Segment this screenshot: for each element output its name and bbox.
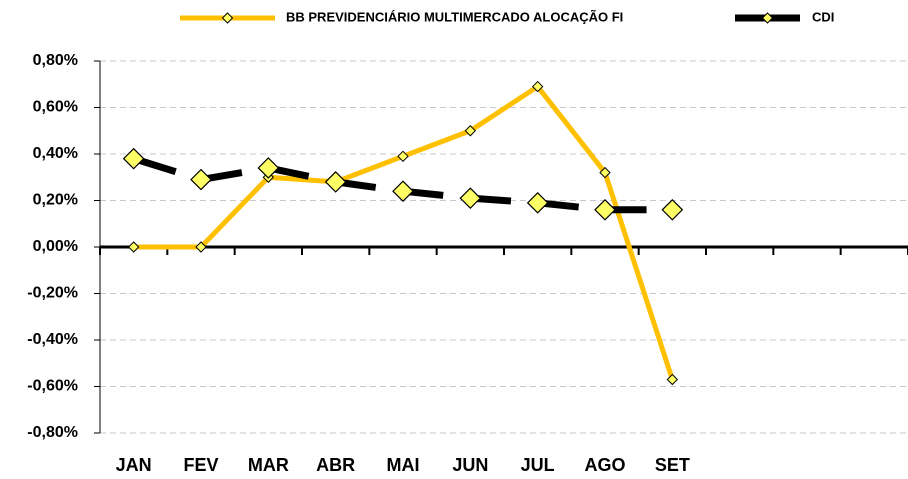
x-tick-label: AGO bbox=[584, 455, 625, 475]
marker bbox=[324, 171, 347, 193]
marker bbox=[661, 198, 684, 221]
marker bbox=[397, 150, 409, 163]
marker bbox=[666, 373, 679, 386]
y-tick-label: -0,60% bbox=[27, 378, 78, 395]
legend-label: CDI bbox=[812, 9, 834, 24]
marker bbox=[526, 191, 549, 214]
x-tick-label: JUN bbox=[452, 455, 488, 475]
legend-marker bbox=[761, 12, 774, 24]
y-tick-label: 0,80% bbox=[33, 52, 78, 69]
y-tick-label: -0,40% bbox=[27, 331, 78, 348]
x-tick-label: FEV bbox=[183, 455, 218, 475]
legend-label: BB PREVIDENCIÁRIO MULTIMERCADO ALOCAÇÃO … bbox=[286, 9, 623, 24]
y-tick-label: -0,20% bbox=[27, 285, 78, 302]
y-tick-label: 0,60% bbox=[33, 99, 78, 116]
marker bbox=[392, 180, 414, 203]
marker bbox=[459, 187, 482, 210]
y-tick-label: 0,00% bbox=[33, 238, 78, 255]
marker bbox=[122, 147, 145, 170]
x-tick-label: JUL bbox=[521, 455, 555, 475]
marker bbox=[531, 80, 544, 93]
marker bbox=[599, 166, 611, 179]
x-tick-label: JAN bbox=[116, 455, 152, 475]
y-tick-label: 0,20% bbox=[33, 192, 78, 209]
marker bbox=[195, 241, 207, 253]
x-tick-label: MAR bbox=[248, 455, 289, 475]
y-tick-label: -0,80% bbox=[27, 424, 78, 441]
x-tick-label: MAI bbox=[387, 455, 420, 475]
marker bbox=[594, 198, 616, 221]
marker bbox=[464, 125, 477, 137]
x-tick-label: ABR bbox=[316, 455, 355, 475]
marker bbox=[190, 168, 212, 191]
series-line bbox=[133, 84, 675, 381]
legend-marker bbox=[221, 12, 234, 24]
y-tick-label: 0,40% bbox=[33, 145, 78, 162]
marker bbox=[127, 241, 140, 253]
marker bbox=[257, 157, 280, 179]
x-tick-label: SET bbox=[655, 455, 690, 475]
